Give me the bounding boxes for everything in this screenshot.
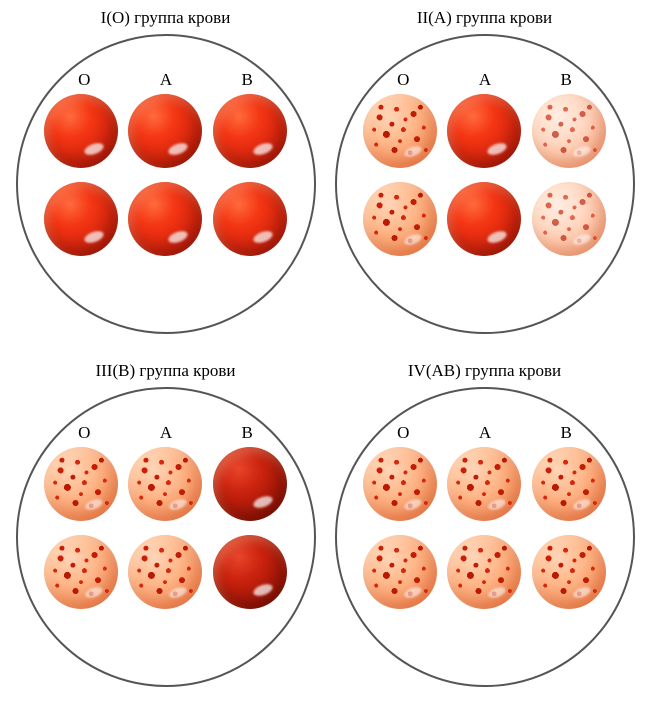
blood-drop-agglut xyxy=(532,535,606,609)
blood-drop-agglut xyxy=(532,94,606,168)
panel-group-4: IV(AB) группа крови O A B xyxy=(327,361,642,710)
col-label-o: O xyxy=(78,423,90,443)
column-labels: O A B xyxy=(337,423,633,443)
panel-group-1: I(O) группа крови O A B xyxy=(8,8,323,357)
col-label-a: A xyxy=(160,423,172,443)
blood-drop-agglut xyxy=(447,535,521,609)
panel-grid: I(O) группа крови O A B II(A) группа кро… xyxy=(0,0,650,718)
drops-grid xyxy=(361,447,609,609)
blood-drop-agglut xyxy=(363,94,437,168)
panel-group-2: II(A) группа крови O A B xyxy=(327,8,642,357)
column-labels: O A B xyxy=(18,70,314,90)
col-label-o: O xyxy=(397,70,409,90)
blood-drop xyxy=(213,182,287,256)
blood-drop-agglut xyxy=(128,447,202,521)
panel-title: IV(AB) группа крови xyxy=(408,361,561,381)
col-label-a: A xyxy=(479,423,491,443)
drops-grid xyxy=(361,94,609,256)
col-label-o: O xyxy=(397,423,409,443)
panel-title: III(B) группа крови xyxy=(95,361,235,381)
blood-drop-agglut xyxy=(44,447,118,521)
blood-drop-agglut xyxy=(532,182,606,256)
blood-drop-agglut xyxy=(363,182,437,256)
blood-drop xyxy=(213,94,287,168)
petri-dish: O A B xyxy=(335,34,635,334)
blood-drop-agglut xyxy=(363,447,437,521)
blood-drop xyxy=(213,447,287,521)
col-label-b: B xyxy=(241,70,252,90)
petri-dish: O A B xyxy=(16,387,316,687)
col-label-b: B xyxy=(560,70,571,90)
drops-grid xyxy=(42,94,290,256)
blood-drop-agglut xyxy=(363,535,437,609)
blood-drop xyxy=(447,182,521,256)
blood-drop-agglut xyxy=(447,447,521,521)
petri-dish: O A B xyxy=(16,34,316,334)
col-label-b: B xyxy=(560,423,571,443)
blood-drop-agglut xyxy=(532,447,606,521)
blood-drop xyxy=(447,94,521,168)
panel-title: I(O) группа крови xyxy=(101,8,231,28)
column-labels: O A B xyxy=(337,70,633,90)
blood-drop xyxy=(44,94,118,168)
drops-grid xyxy=(42,447,290,609)
blood-drop xyxy=(213,535,287,609)
petri-dish: O A B xyxy=(335,387,635,687)
blood-drop xyxy=(128,94,202,168)
column-labels: O A B xyxy=(18,423,314,443)
blood-drop-agglut xyxy=(44,535,118,609)
panel-group-3: III(B) группа крови O A B xyxy=(8,361,323,710)
blood-drop-agglut xyxy=(128,535,202,609)
col-label-a: A xyxy=(160,70,172,90)
col-label-o: O xyxy=(78,70,90,90)
blood-drop xyxy=(128,182,202,256)
col-label-a: A xyxy=(479,70,491,90)
blood-drop xyxy=(44,182,118,256)
col-label-b: B xyxy=(241,423,252,443)
panel-title: II(A) группа крови xyxy=(417,8,552,28)
